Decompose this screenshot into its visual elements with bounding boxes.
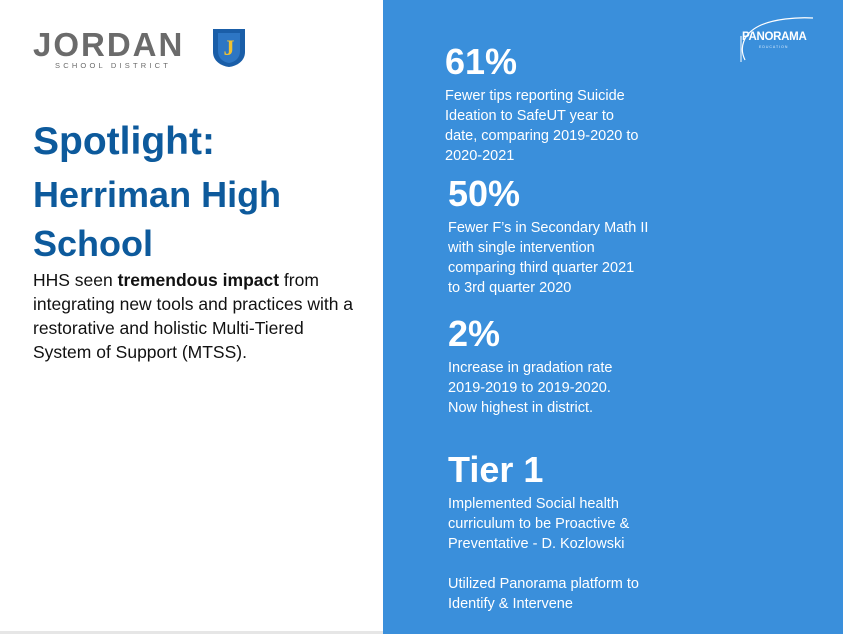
shield-icon: J	[213, 29, 245, 67]
description: HHS seen tremendous impact from integrat…	[33, 268, 358, 364]
description-prefix: HHS seen	[33, 270, 118, 290]
stat-suicide-tips: 61% Fewer tips reporting Suicide Ideatio…	[445, 42, 685, 166]
stat-value: 2%	[448, 313, 501, 354]
stat-description-2: Utilized Panorama platform to Identify &…	[448, 576, 639, 612]
stat-value: 61%	[445, 41, 518, 82]
logo-wordmark: JORDAN	[33, 26, 185, 63]
stat-value: Tier 1	[448, 449, 544, 490]
right-panel	[383, 0, 843, 634]
bottom-divider	[0, 631, 383, 634]
stat-value: 50%	[448, 173, 521, 214]
stat-graduation-rate: 2% Increase in gradation rate 2019-2019 …	[448, 314, 688, 418]
panorama-name: PANORAMA	[742, 31, 806, 43]
stat-math-fs: 50% Fewer F’s in Secondary Math II with …	[448, 174, 688, 298]
stat-tier-1: Tier 1 Implemented Social health curricu…	[448, 450, 688, 614]
panorama-tagline: EDUCATION	[759, 45, 788, 49]
jordan-school-district-logo: JORDAN SCHOOL DISTRICT J	[33, 28, 253, 72]
shield-letter: J	[224, 35, 235, 60]
stat-description: Fewer F’s in Secondary Math II with sing…	[448, 220, 649, 296]
heading-spotlight: Spotlight:	[33, 120, 215, 163]
stat-description: Implemented Social health curriculum to …	[448, 496, 630, 552]
left-panel: JORDAN SCHOOL DISTRICT J Spotlight: Herr…	[0, 0, 383, 634]
description-suffix: from integrating new tools and practices…	[33, 270, 354, 362]
heading-school-name: Herriman High School	[33, 174, 282, 264]
description-bold: tremendous impact	[117, 270, 280, 290]
stat-description: Increase in gradation rate 2019-2019 to …	[448, 360, 613, 416]
stat-description: Fewer tips reporting Suicide Ideation to…	[445, 88, 639, 164]
panorama-logo: PANORAMA EDUCATION	[740, 17, 814, 62]
logo-subtitle: SCHOOL DISTRICT	[55, 61, 172, 70]
